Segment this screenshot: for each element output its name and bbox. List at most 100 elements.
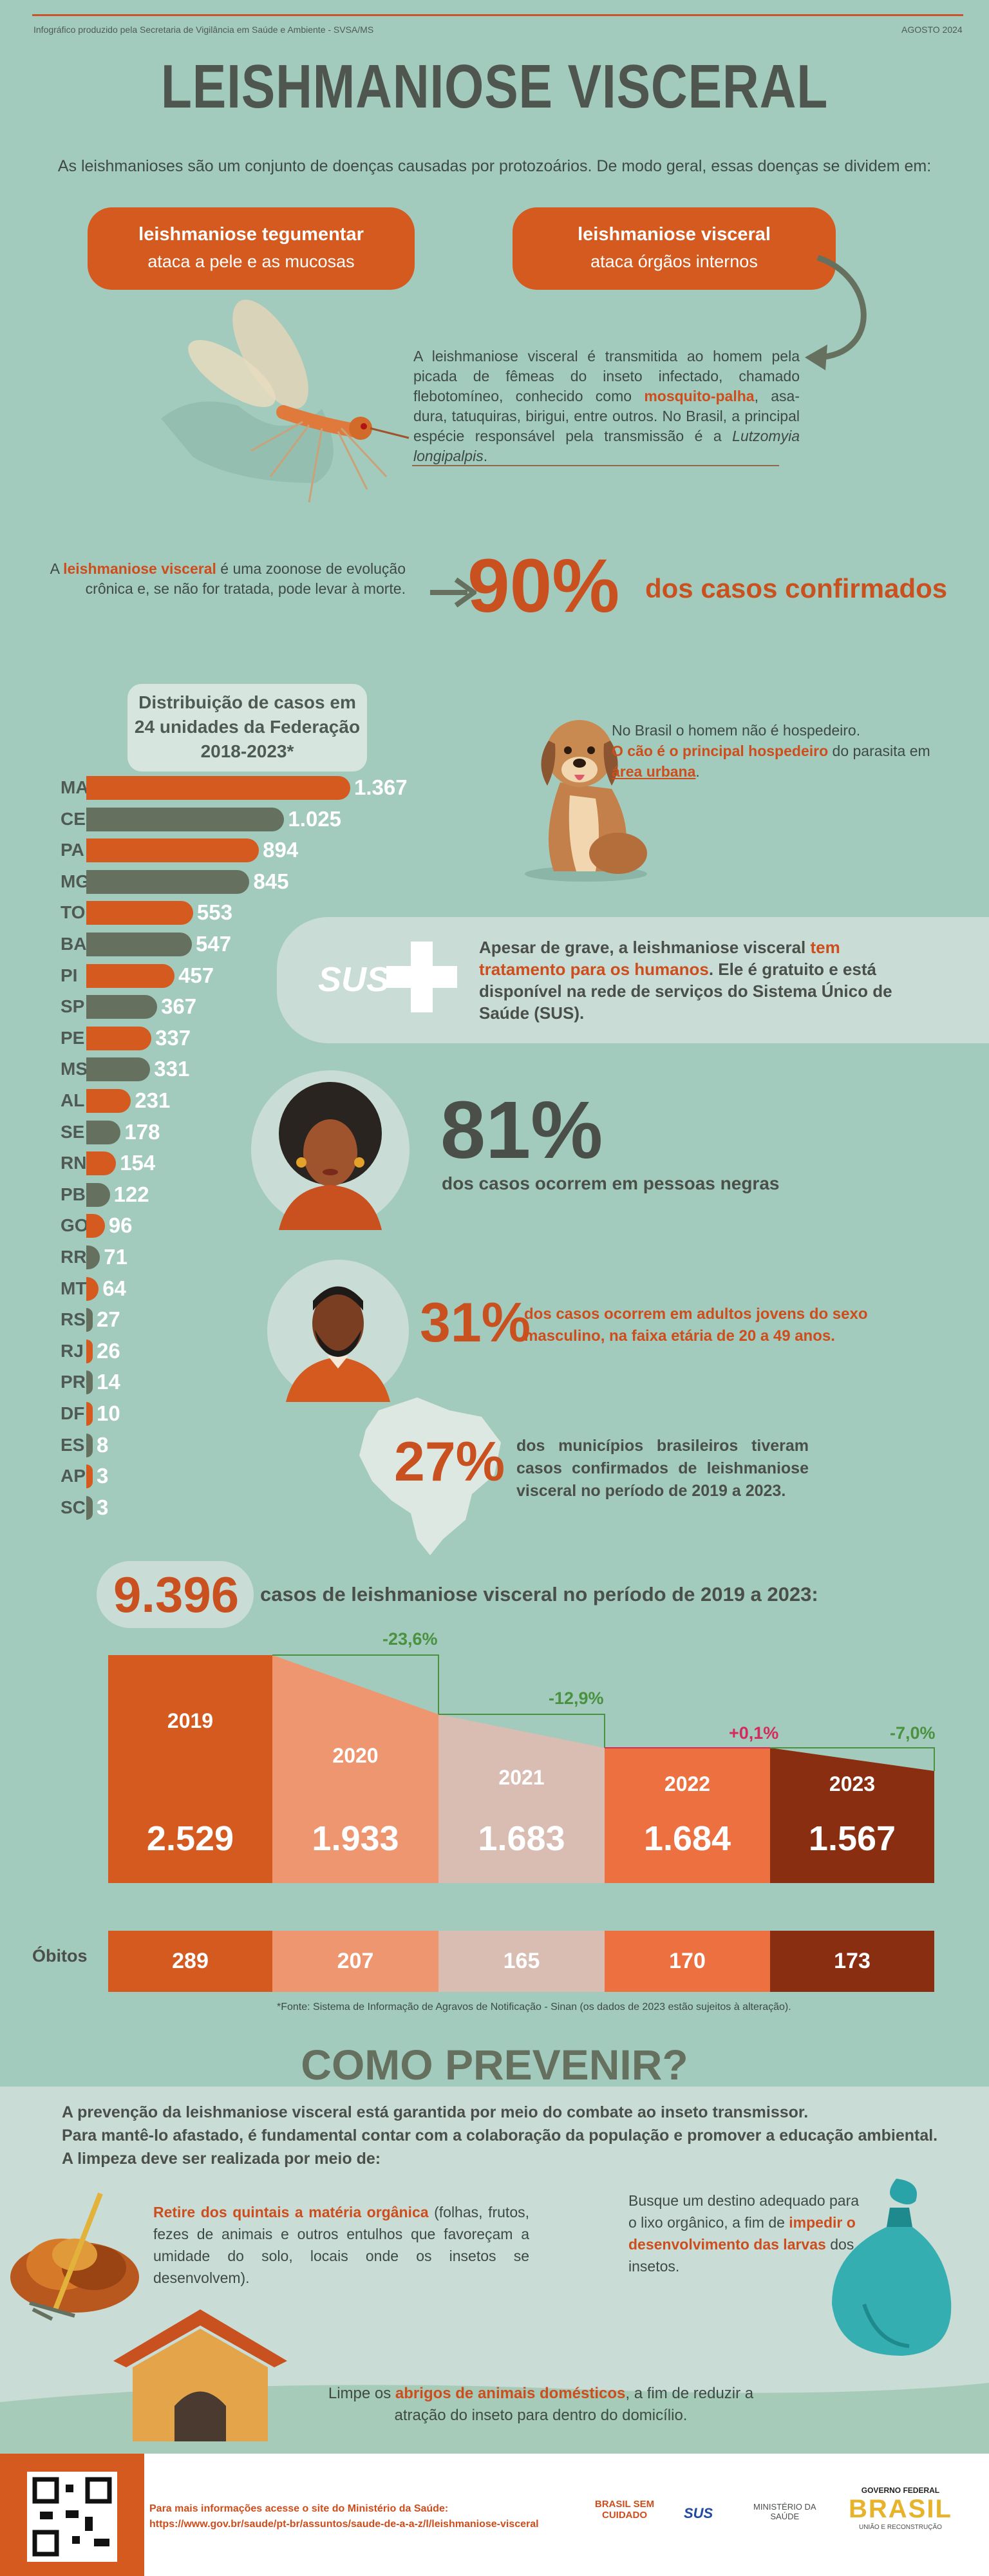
bar-value-sc: 3: [97, 1495, 109, 1519]
cases-2021: 1.683: [478, 1819, 565, 1858]
deaths-2020: 207: [272, 1931, 438, 1992]
sus-footer-logo: SUS: [684, 2505, 713, 2521]
deaths-label: Óbitos: [32, 1946, 88, 1965]
tegumentar-pill: leishmaniose tegumentar ataca a pele e a…: [88, 207, 415, 290]
cases-2019: 2.529: [146, 1819, 234, 1858]
date-text: AGOSTO 2024: [901, 24, 963, 35]
bar-pa: [86, 838, 259, 863]
total-cases: 9.396: [113, 1566, 240, 1623]
cases-2022-wrap: 1.684: [605, 1819, 770, 1859]
deaths-2019: 289: [108, 1931, 272, 1992]
bar-value-rn: 154: [120, 1151, 156, 1175]
underline-rule: [412, 465, 779, 466]
municipality-percent: 27%: [394, 1431, 505, 1493]
male-percent-label: dos casos ocorrem em adultos jovens do s…: [524, 1305, 868, 1345]
state-label-rj: RJ: [61, 1340, 84, 1361]
intro-text: As leishmanioses são um conjunto de doen…: [57, 157, 932, 175]
cases-2023-wrap: 1.567: [770, 1819, 934, 1859]
year-block-2021: [438, 1714, 605, 1883]
state-label-pe: PE: [61, 1027, 85, 1048]
state-label-mt: MT: [61, 1278, 87, 1298]
state-label-sp: SP: [61, 996, 85, 1017]
right-arrow-icon: [430, 577, 476, 608]
bar-value-pr: 14: [97, 1370, 120, 1394]
cases-2022: 1.684: [643, 1819, 731, 1858]
bar-value-ap: 3: [97, 1464, 109, 1488]
transmission-text: A leishmaniose visceral é transmitida ao…: [413, 348, 800, 464]
bar-df: [86, 1402, 93, 1426]
state-label-se: SE: [61, 1121, 85, 1142]
leaf-pile-icon: [10, 2192, 139, 2321]
mosquito-palha-highlight: mosquito-palha: [644, 388, 755, 404]
mosquito-icon: [161, 299, 410, 503]
change-2020: -23,6%: [382, 1629, 438, 1649]
bar-mg: [86, 869, 250, 894]
bar-pr: [86, 1370, 93, 1395]
bar-ap: [86, 1464, 93, 1489]
bar-value-mt: 64: [102, 1276, 126, 1300]
cases-2020: 1.933: [312, 1819, 399, 1858]
year-2020: 2020: [332, 1744, 379, 1767]
visceral-desc: ataca órgãos internos: [590, 252, 758, 271]
col-2023: 2023: [770, 1772, 934, 1796]
year-2022: 2022: [664, 1772, 711, 1795]
state-label-pa: PA: [61, 840, 84, 860]
bar-value-ba: 547: [196, 932, 232, 956]
visceral-pill: leishmaniose visceral ataca órgãos inter…: [513, 207, 836, 290]
year-2023: 2023: [829, 1772, 876, 1795]
state-label-mg: MG: [61, 871, 90, 891]
bar-value-ms: 331: [154, 1057, 190, 1081]
curved-arrow-icon: [805, 254, 867, 370]
year-block-2023: [770, 1748, 934, 1883]
dog-house-icon: [113, 2309, 287, 2441]
change-2023: -7,0%: [890, 1723, 936, 1743]
bar-value-pa: 894: [263, 838, 299, 862]
brazil-map-icon: [359, 1397, 501, 1555]
state-label-es: ES: [61, 1434, 85, 1455]
deaths-2021: 165: [438, 1931, 605, 1992]
visceral-name: leishmaniose visceral: [578, 224, 771, 245]
ministry-link[interactable]: https://www.gov.br/saude/pt-br/assuntos/…: [149, 2519, 539, 2530]
trash-bag-icon: [832, 2179, 952, 2356]
bar-value-pi: 457: [178, 963, 214, 987]
chart-title-box: Distribuição de casos em 24 unidades da …: [127, 684, 367, 772]
ninety-percent-label: dos casos confirmados: [645, 573, 948, 603]
state-label-rn: RN: [61, 1153, 87, 1173]
tegumentar-desc: ataca a pele e as mucosas: [147, 252, 355, 271]
state-label-ap: AP: [61, 1466, 86, 1486]
state-label-rs: RS: [61, 1309, 86, 1330]
qr-code-icon[interactable]: [27, 2472, 117, 2562]
bar-rr: [86, 1245, 100, 1269]
state-label-al: AL: [61, 1090, 85, 1110]
bar-value-pe: 337: [155, 1025, 191, 1050]
cases-2023: 1.567: [808, 1819, 896, 1858]
male-percent: 31%: [420, 1292, 531, 1354]
bar-value-rr: 71: [104, 1245, 127, 1269]
governo-federal-logo: GOVERNO FEDERAL BRASIL UNIÃO E RECONSTRU…: [849, 2486, 952, 2531]
dog-icon: [525, 720, 647, 882]
bar-pb: [86, 1182, 110, 1207]
cases-2019-wrap: 2.529: [108, 1819, 272, 1859]
bar-value-go: 96: [108, 1213, 133, 1238]
col-2020: 2020: [272, 1744, 438, 1768]
year-block-2022: [605, 1748, 770, 1883]
state-label-ba: BA: [61, 934, 87, 954]
source-note: *Fonte: Sistema de Informação de Agravos…: [277, 2002, 791, 2012]
prevent-intro: A prevenção da leishmaniose visceral est…: [62, 2103, 938, 2168]
municipality-label: dos municípios brasileiros tiveram casos…: [516, 1437, 809, 1500]
zoonosis-text: A leishmaniose visceral é uma zoonose de…: [50, 560, 406, 597]
chart-title-line1: Distribuição de casos em: [138, 692, 356, 712]
state-label-ma: MA: [61, 777, 89, 797]
sus-cross-icon: [386, 942, 457, 1012]
woman-avatar-icon: [251, 1070, 410, 1230]
black-percent: 81%: [440, 1084, 603, 1175]
sus-text: Apesar de grave, a leishmaniose visceral…: [479, 938, 892, 1023]
state-label-ms: MS: [61, 1059, 88, 1079]
bar-ms: [86, 1057, 151, 1082]
tip-organic-matter: Retire dos quintais a matéria orgânica (…: [153, 2204, 530, 2286]
bar-ba: [86, 933, 193, 956]
tegumentar-name: leishmaniose tegumentar: [138, 224, 364, 245]
bar-sp: [86, 995, 158, 1019]
top-rule: [32, 14, 963, 16]
tip-dog-house: Limpe os abrigos de animais domésticos, …: [328, 2385, 754, 2424]
